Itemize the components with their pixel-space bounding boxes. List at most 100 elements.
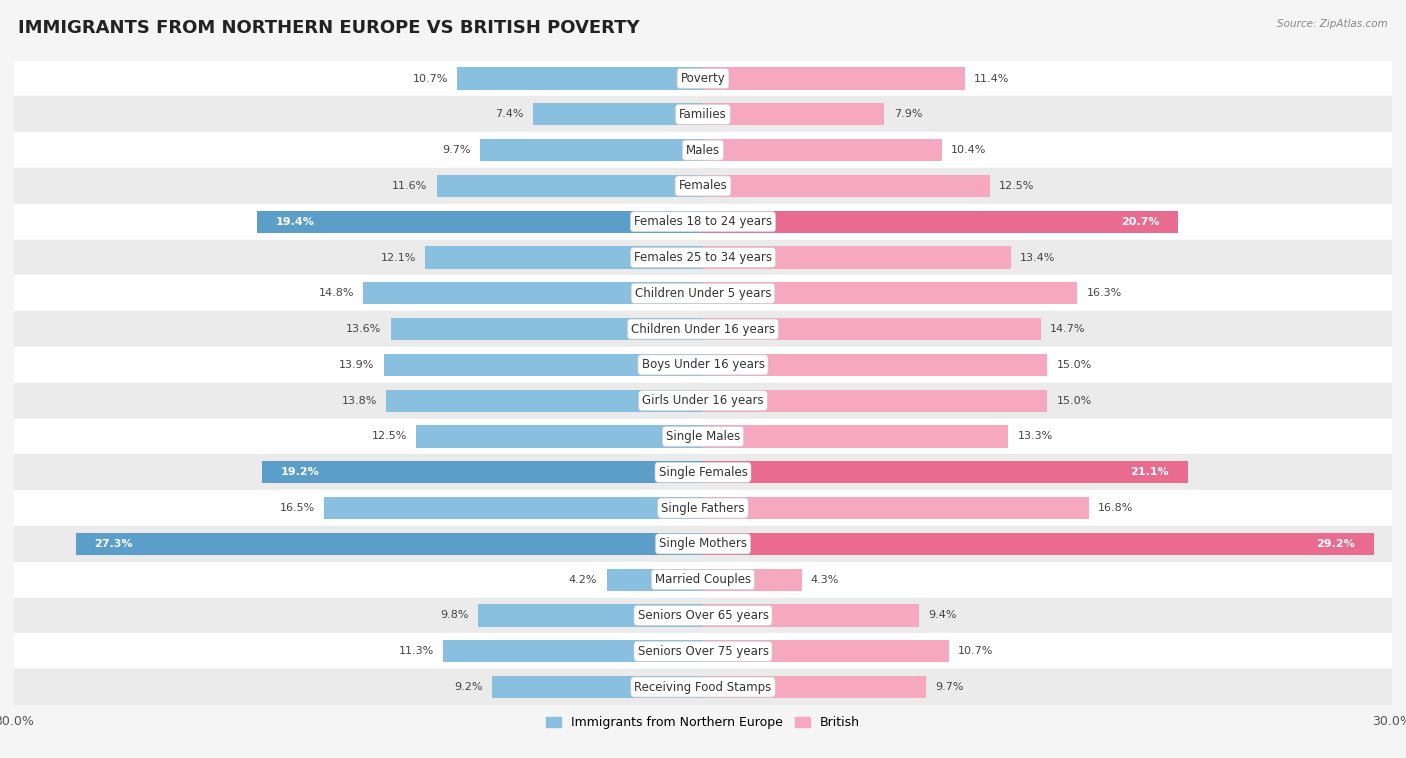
Bar: [14, 61, 1392, 96]
Text: 16.5%: 16.5%: [280, 503, 315, 513]
Bar: [14, 669, 1392, 705]
Text: Single Fathers: Single Fathers: [661, 502, 745, 515]
Bar: [14, 204, 1392, 240]
Text: 19.4%: 19.4%: [276, 217, 315, 227]
Text: 13.6%: 13.6%: [346, 324, 381, 334]
Bar: [703, 425, 1008, 447]
Text: Males: Males: [686, 143, 720, 157]
Bar: [703, 103, 884, 125]
Bar: [262, 461, 703, 484]
Bar: [384, 354, 703, 376]
Text: Receiving Food Stamps: Receiving Food Stamps: [634, 681, 772, 694]
Bar: [76, 533, 703, 555]
Bar: [703, 282, 1077, 305]
Text: 14.7%: 14.7%: [1050, 324, 1085, 334]
Text: 12.1%: 12.1%: [381, 252, 416, 262]
Bar: [14, 634, 1392, 669]
Text: Children Under 5 years: Children Under 5 years: [634, 287, 772, 300]
Text: 13.8%: 13.8%: [342, 396, 377, 406]
Legend: Immigrants from Northern Europe, British: Immigrants from Northern Europe, British: [541, 711, 865, 735]
Text: 7.9%: 7.9%: [894, 109, 922, 119]
Text: 14.8%: 14.8%: [318, 288, 354, 299]
Text: 16.3%: 16.3%: [1087, 288, 1122, 299]
Text: Seniors Over 65 years: Seniors Over 65 years: [637, 609, 769, 622]
Text: Families: Families: [679, 108, 727, 121]
Bar: [14, 526, 1392, 562]
Bar: [703, 641, 949, 662]
Text: 13.3%: 13.3%: [1018, 431, 1053, 441]
Text: 27.3%: 27.3%: [94, 539, 134, 549]
Text: Poverty: Poverty: [681, 72, 725, 85]
Bar: [703, 246, 1011, 268]
Bar: [387, 390, 703, 412]
Bar: [492, 676, 703, 698]
Bar: [703, 318, 1040, 340]
Text: 9.7%: 9.7%: [443, 145, 471, 155]
Text: Females: Females: [679, 180, 727, 193]
Text: 11.3%: 11.3%: [399, 647, 434, 656]
Bar: [703, 354, 1047, 376]
Bar: [443, 641, 703, 662]
Bar: [533, 103, 703, 125]
Bar: [14, 383, 1392, 418]
Bar: [703, 533, 1374, 555]
Bar: [363, 282, 703, 305]
Text: Source: ZipAtlas.com: Source: ZipAtlas.com: [1277, 19, 1388, 29]
Bar: [14, 347, 1392, 383]
Bar: [703, 568, 801, 590]
Bar: [703, 67, 965, 89]
Bar: [391, 318, 703, 340]
Text: 16.8%: 16.8%: [1098, 503, 1133, 513]
Bar: [14, 562, 1392, 597]
Bar: [703, 390, 1047, 412]
Text: 9.8%: 9.8%: [440, 610, 468, 621]
Text: 12.5%: 12.5%: [1000, 181, 1035, 191]
Bar: [14, 132, 1392, 168]
Text: 13.4%: 13.4%: [1019, 252, 1056, 262]
Bar: [323, 497, 703, 519]
Text: 13.9%: 13.9%: [339, 360, 374, 370]
Text: 7.4%: 7.4%: [495, 109, 524, 119]
Bar: [14, 454, 1392, 490]
Bar: [257, 211, 703, 233]
Bar: [457, 67, 703, 89]
Bar: [14, 418, 1392, 454]
Bar: [703, 139, 942, 161]
Text: 9.4%: 9.4%: [928, 610, 956, 621]
Bar: [703, 604, 920, 627]
Text: 20.7%: 20.7%: [1122, 217, 1160, 227]
Bar: [14, 168, 1392, 204]
Text: 11.4%: 11.4%: [974, 74, 1010, 83]
Text: Girls Under 16 years: Girls Under 16 years: [643, 394, 763, 407]
Bar: [14, 275, 1392, 312]
Bar: [416, 425, 703, 447]
Text: 4.3%: 4.3%: [811, 575, 839, 584]
Bar: [703, 175, 990, 197]
Text: 15.0%: 15.0%: [1057, 396, 1092, 406]
Bar: [14, 312, 1392, 347]
Text: Children Under 16 years: Children Under 16 years: [631, 323, 775, 336]
Text: 4.2%: 4.2%: [569, 575, 598, 584]
Text: Married Couples: Married Couples: [655, 573, 751, 586]
Text: 11.6%: 11.6%: [392, 181, 427, 191]
Text: Females 25 to 34 years: Females 25 to 34 years: [634, 251, 772, 264]
Bar: [14, 597, 1392, 634]
Text: Single Females: Single Females: [658, 465, 748, 479]
Bar: [425, 246, 703, 268]
Text: Seniors Over 75 years: Seniors Over 75 years: [637, 645, 769, 658]
Text: 21.1%: 21.1%: [1130, 467, 1170, 478]
Bar: [481, 139, 703, 161]
Bar: [478, 604, 703, 627]
Text: Single Mothers: Single Mothers: [659, 537, 747, 550]
Bar: [703, 211, 1178, 233]
Text: 9.2%: 9.2%: [454, 682, 482, 692]
Text: 10.7%: 10.7%: [413, 74, 449, 83]
Bar: [14, 96, 1392, 132]
Bar: [14, 240, 1392, 275]
Bar: [703, 497, 1088, 519]
Text: IMMIGRANTS FROM NORTHERN EUROPE VS BRITISH POVERTY: IMMIGRANTS FROM NORTHERN EUROPE VS BRITI…: [18, 19, 640, 37]
Text: 9.7%: 9.7%: [935, 682, 963, 692]
Bar: [703, 461, 1188, 484]
Text: 10.4%: 10.4%: [950, 145, 987, 155]
Text: 10.7%: 10.7%: [957, 647, 993, 656]
